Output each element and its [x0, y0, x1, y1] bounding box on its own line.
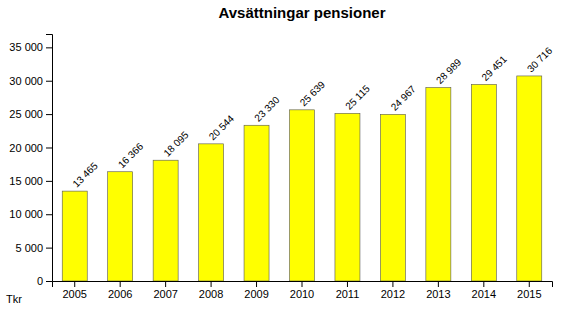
x-tick-label: 2007: [153, 288, 177, 300]
y-tick: 5 000: [15, 242, 52, 254]
data-label: 24 967: [389, 83, 419, 113]
bar: [380, 114, 405, 281]
bar: [290, 110, 315, 281]
data-label: 18 095: [161, 129, 191, 159]
y-tick-mark: [46, 47, 52, 48]
y-tick-mark: [46, 114, 52, 115]
y-tick: 20 000: [9, 142, 52, 154]
x-tick-mark: [302, 281, 303, 287]
data-label: 28 989: [434, 56, 464, 86]
y-tick-mark: [46, 147, 52, 148]
x-tick-label: 2009: [244, 288, 268, 300]
x-tick-label: 2013: [426, 288, 450, 300]
y-tick: 25 000: [9, 108, 52, 120]
y-tick-mark: [46, 81, 52, 82]
x-tick: 2014: [472, 281, 496, 300]
data-label: 20 544: [207, 113, 237, 143]
x-tick: 2009: [244, 281, 268, 300]
x-tick-label: 2006: [108, 288, 132, 300]
y-tick: 30 000: [9, 75, 52, 87]
x-tick-mark: [438, 281, 439, 287]
data-label: 29 451: [479, 53, 509, 83]
bar: [517, 76, 542, 281]
y-tick-mark: [46, 214, 52, 215]
y-axis: 0 5 000 10 000 15 000 20 000 25 000 30 000 35 0…: [9, 35, 52, 288]
data-labels: 13 465 16 366 18 095 20 544 23 330 25 639 25 1…: [70, 45, 554, 190]
chart: 0 5 000 10 000 15 000 20 000 25 000 30 000 35 0…: [0, 0, 578, 311]
y-axis-line: [46, 35, 53, 282]
x-tick-label: 2005: [62, 288, 86, 300]
y-tick-label: 15 000: [9, 175, 43, 187]
bar: [199, 144, 224, 281]
bar: [153, 160, 178, 281]
data-label: 25 639: [298, 79, 328, 109]
annotation: Tkr: [6, 293, 22, 305]
data-label: 13 465: [70, 160, 100, 190]
x-tick-mark: [74, 281, 75, 287]
x-tick-label: 2008: [199, 288, 223, 300]
y-tick-mark: [46, 281, 52, 282]
bar: [108, 172, 133, 281]
x-tick: 2012: [381, 281, 405, 300]
x-tick-mark: [392, 281, 393, 287]
bar: [62, 191, 87, 281]
x-tick-label: 2011: [336, 288, 360, 300]
y-tick-mark: [46, 248, 52, 249]
x-tick-mark: [483, 281, 484, 287]
data-label: 16 366: [116, 140, 146, 170]
y-tick-label: 30 000: [9, 75, 43, 87]
x-tick-mark: [529, 281, 530, 287]
y-tick-label: 0: [37, 275, 43, 287]
y-tick-label: 35 000: [9, 41, 43, 53]
bar: [426, 87, 451, 281]
x-tick-mark: [165, 281, 166, 287]
y-tick-label: 25 000: [9, 108, 43, 120]
title: Avsättningar pensioner: [219, 4, 386, 21]
x-tick-mark: [256, 281, 257, 287]
y-tick: 0: [37, 275, 52, 287]
x-tick-label: 2012: [381, 288, 405, 300]
x-tick: 2013: [426, 281, 450, 300]
data-label: 25 115: [343, 83, 372, 112]
x-tick: 2006: [108, 281, 132, 300]
x-tick-mark: [347, 281, 348, 287]
x-tick-mark: [120, 281, 121, 287]
x-tick-label: 2010: [290, 288, 314, 300]
y-tick: 15 000: [9, 175, 52, 187]
plot: 0 5 000 10 000 15 000 20 000 25 000 30 000 35 0…: [9, 35, 554, 300]
data-label: 23 330: [252, 94, 282, 124]
x-tick-label: 2015: [517, 288, 541, 300]
bar: [335, 113, 360, 281]
x-tick-mark: [211, 281, 212, 287]
y-tick: 35 000: [9, 41, 52, 53]
bars: [62, 76, 542, 281]
y-tick-label: 20 000: [9, 142, 43, 154]
y-tick-label: 10 000: [9, 208, 43, 220]
x-tick: 2011: [336, 281, 360, 300]
x-tick: 2015: [517, 281, 541, 300]
bar: [244, 125, 269, 281]
x-tick: 2005: [62, 281, 86, 300]
y-tick-mark: [46, 181, 52, 182]
x-tick: 2007: [153, 281, 177, 300]
x-axis-line: [53, 282, 553, 288]
y-tick-label: 5 000: [15, 242, 43, 254]
x-tick: 2008: [199, 281, 223, 300]
x-axis: 2005 2006 2007 2008 2009 2010 2011 2012 2013 2014…: [53, 281, 553, 300]
y-tick: 10 000: [9, 208, 52, 220]
x-tick: 2010: [290, 281, 314, 300]
data-label: 30 716: [525, 45, 555, 75]
bar: [471, 84, 496, 281]
x-tick-label: 2014: [472, 288, 496, 300]
